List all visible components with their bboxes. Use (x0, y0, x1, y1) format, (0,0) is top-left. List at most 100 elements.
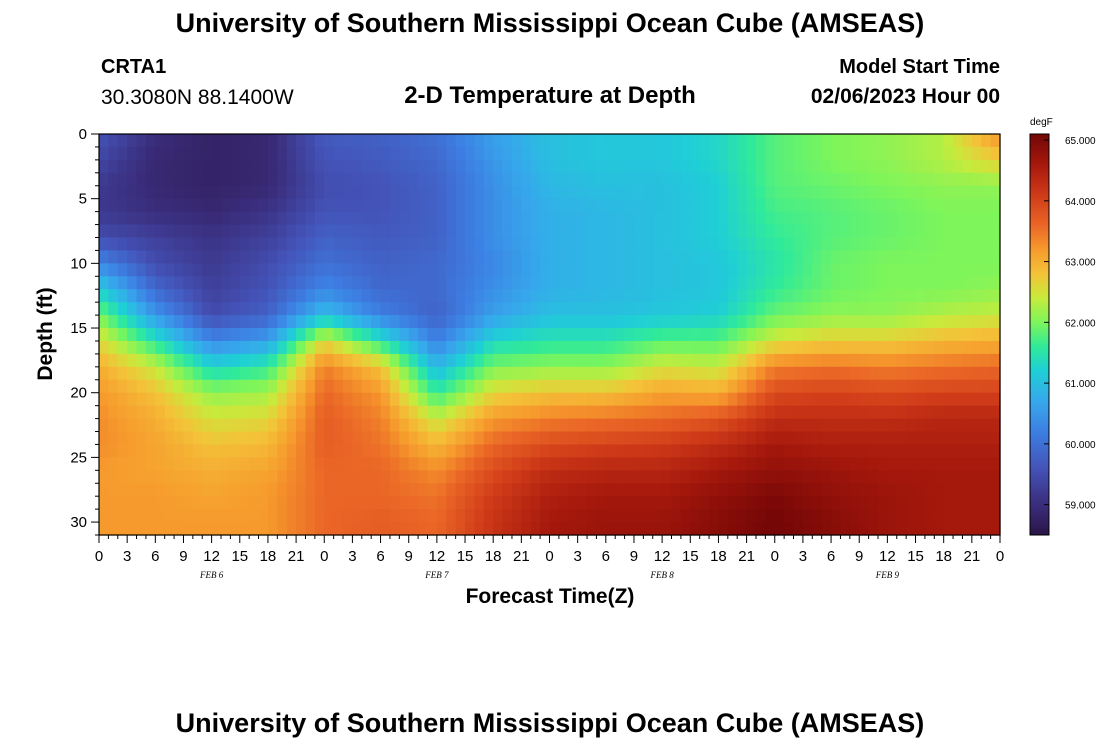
heatmap-cell (483, 198, 494, 213)
heatmap-cell (333, 211, 344, 226)
heatmap-cell (455, 418, 466, 433)
heatmap-cell (868, 328, 879, 342)
heatmap-cell (155, 146, 166, 161)
heatmap-cell (136, 470, 147, 484)
heatmap-cell (239, 496, 250, 510)
heatmap-cell (145, 470, 156, 484)
heatmap-cell (971, 250, 982, 264)
heatmap-cell (990, 315, 1001, 329)
heatmap-cell (511, 172, 522, 187)
heatmap-cell (774, 198, 785, 213)
heatmap-cell (361, 496, 372, 510)
heatmap-cell (192, 509, 203, 523)
heatmap-cell (108, 134, 119, 148)
heatmap-cell (305, 328, 316, 342)
heatmap-cell (174, 289, 185, 303)
heatmap-cell (568, 379, 579, 394)
heatmap-cell (493, 457, 504, 471)
heatmap-cell (934, 340, 945, 355)
heatmap-cell (502, 250, 513, 264)
heatmap-cell (127, 159, 138, 174)
heatmap-cell (127, 496, 138, 510)
heatmap-cell (361, 224, 372, 239)
heatmap-cell (164, 146, 175, 161)
heatmap-cell (305, 353, 316, 368)
heatmap-cell (493, 276, 504, 290)
heatmap-cell (155, 470, 166, 484)
heatmap-cell (314, 250, 325, 264)
heatmap-cell (868, 185, 879, 200)
heatmap-cell (624, 522, 635, 536)
heatmap-cell (849, 457, 860, 471)
heatmap-cell (943, 366, 954, 381)
heatmap-cell (821, 405, 832, 420)
heatmap-cell (183, 315, 194, 329)
heatmap-cell (343, 431, 354, 446)
heatmap-cell (183, 470, 194, 484)
heatmap-cell (587, 328, 598, 342)
heatmap-cell (493, 224, 504, 239)
heatmap-cell (502, 134, 513, 148)
heatmap-cell (849, 237, 860, 252)
heatmap-cell (155, 509, 166, 523)
heatmap-cell (915, 289, 926, 303)
heatmap-cell (877, 159, 888, 174)
heatmap-cell (211, 379, 222, 394)
heatmap-cell (521, 405, 532, 420)
heatmap-cell (821, 134, 832, 148)
heatmap-cell (211, 302, 222, 316)
heatmap-cell (727, 444, 738, 458)
heatmap-cell (361, 263, 372, 277)
heatmap-cell (755, 263, 766, 277)
heatmap-cell (643, 224, 654, 239)
heatmap-cell (305, 134, 316, 148)
heatmap-cell (643, 134, 654, 148)
heatmap-cell (831, 496, 842, 510)
heatmap-cell (371, 444, 382, 458)
heatmap-cell (849, 315, 860, 329)
heatmap-cell (812, 185, 823, 200)
heatmap-cell (709, 392, 720, 407)
heatmap-cell (802, 198, 813, 213)
heatmap-cell (174, 418, 185, 433)
heatmap-cell (511, 315, 522, 329)
heatmap-cell (643, 340, 654, 355)
footer-title: University of Southern Mississippi Ocean… (175, 708, 925, 738)
heatmap-cell (127, 276, 138, 290)
heatmap-cell (587, 146, 598, 161)
heatmap-cell (314, 134, 325, 148)
heatmap-cell (652, 224, 663, 239)
heatmap-cell (267, 483, 278, 497)
heatmap-cell (793, 224, 804, 239)
heatmap-cell (155, 237, 166, 252)
heatmap-cell (596, 340, 607, 355)
heatmap-cell (605, 457, 616, 471)
heatmap-cell (418, 418, 429, 433)
heatmap-cell (671, 276, 682, 290)
heatmap-cell (361, 405, 372, 420)
heatmap-cell (221, 457, 231, 471)
heatmap-cell (521, 522, 532, 536)
heatmap-cell (436, 146, 447, 161)
heatmap-cell (868, 522, 879, 536)
heatmap-cell (718, 405, 729, 420)
heatmap-cell (380, 496, 391, 510)
heatmap-cell (230, 185, 241, 200)
heatmap-cell (267, 353, 278, 368)
colorbar-tick-label: 61.000 (1065, 379, 1096, 390)
heatmap-cell (962, 444, 973, 458)
heatmap-cell (896, 340, 907, 355)
heatmap-cell (127, 392, 138, 407)
heatmap-cell (474, 431, 485, 446)
heatmap-cell (380, 392, 391, 407)
heatmap-cell (493, 302, 504, 316)
heatmap-cell (389, 198, 400, 213)
heatmap-cell (418, 134, 429, 148)
heatmap-cell (990, 340, 1001, 355)
heatmap-cell (483, 444, 494, 458)
heatmap-cell (249, 418, 260, 433)
heatmap-cell (690, 211, 701, 226)
heatmap-cell (709, 263, 720, 277)
heatmap-cell (953, 418, 964, 433)
heatmap-cell (192, 405, 203, 420)
